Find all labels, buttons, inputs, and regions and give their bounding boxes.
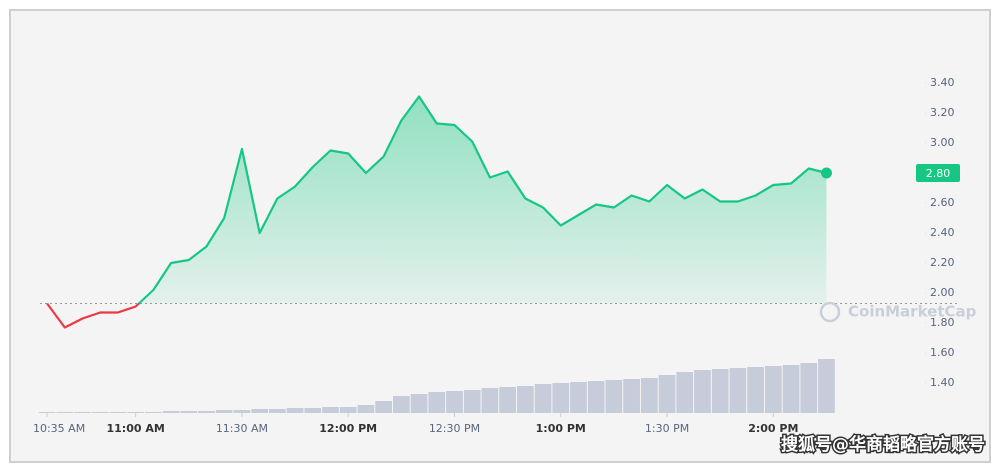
y-tick-label: 1.80: [930, 316, 955, 329]
volume-bar: [392, 396, 410, 413]
footer-text: 搜狐号@华商韬略官方账号: [781, 434, 985, 455]
volume-bar: [109, 412, 127, 413]
volume-bar: [428, 392, 446, 413]
price-line: [46, 95, 827, 329]
y-tick-label: 3.40: [930, 76, 955, 89]
volume-bar: [91, 412, 109, 413]
volume-bar: [74, 412, 91, 413]
volume-bar: [711, 369, 729, 413]
volume-bar: [357, 405, 375, 413]
y-tick-label: 1.60: [930, 346, 955, 359]
volume-bar: [499, 387, 516, 413]
x-tick-label: 11:30 AM: [216, 422, 268, 435]
x-tick-label: 1:30 PM: [645, 422, 689, 435]
price-badge-label: 2.80: [926, 167, 951, 180]
volume-bar: [764, 366, 782, 413]
price-area: [47, 96, 827, 304]
volume-bar: [747, 367, 764, 413]
volume-bar: [339, 407, 357, 413]
volume-bar: [322, 407, 339, 413]
volume-bar: [198, 411, 215, 413]
volume-bar: [640, 378, 658, 413]
volume-bar: [286, 408, 304, 413]
volume-bar: [38, 412, 56, 413]
x-tick-label: 1:00 PM: [536, 422, 586, 435]
volume-bar: [818, 359, 835, 413]
volume-bar: [127, 412, 145, 413]
volume-bar: [410, 394, 428, 413]
volume-bar: [534, 384, 552, 413]
volume-bar: [215, 410, 233, 413]
y-tick-label: 1.40: [930, 376, 955, 389]
volume-bar: [658, 375, 676, 413]
volume-bar: [268, 409, 286, 413]
y-tick-label: 2.20: [930, 256, 955, 269]
volume-bar: [552, 383, 570, 413]
volume-bar: [516, 386, 534, 413]
volume-bar: [375, 401, 392, 413]
y-tick-label: 2.00: [930, 286, 955, 299]
y-tick-label: 3.20: [930, 106, 955, 119]
volume-bar: [729, 368, 747, 413]
watermark: CoinMarketCap: [848, 303, 977, 321]
volume-bar: [694, 370, 711, 413]
price-badge: [916, 164, 960, 182]
volume-bar: [251, 409, 268, 413]
volume-bar: [56, 412, 74, 413]
watermark-logo: [819, 301, 841, 323]
volume-bar: [463, 390, 481, 413]
volume-bar: [676, 372, 694, 413]
volume-bar: [162, 411, 180, 413]
volume-bar: [180, 411, 198, 413]
volume-bar: [800, 363, 818, 413]
volume-bar: [233, 410, 251, 413]
y-tick-label: 2.60: [930, 196, 955, 209]
volume-bar: [145, 412, 162, 413]
y-tick-label: 2.40: [930, 226, 955, 239]
volume-bar: [782, 365, 800, 413]
x-tick-label: 10:35 AM: [33, 422, 85, 435]
y-tick-label: 3.00: [930, 136, 955, 149]
volume-bar: [587, 381, 605, 413]
volume-bar: [481, 388, 499, 413]
last-point: [820, 167, 832, 179]
x-tick-label: 12:00 PM: [319, 422, 377, 435]
x-tick-label: 12:30 PM: [429, 422, 480, 435]
volume-bar: [570, 382, 587, 413]
x-tick-label: 2:00 PM: [748, 422, 798, 435]
volume-bar: [623, 379, 640, 413]
x-tick-label: 11:00 AM: [106, 422, 164, 435]
volume-bar: [446, 391, 463, 413]
volume-bar: [605, 380, 623, 413]
volume-bar: [304, 408, 322, 413]
